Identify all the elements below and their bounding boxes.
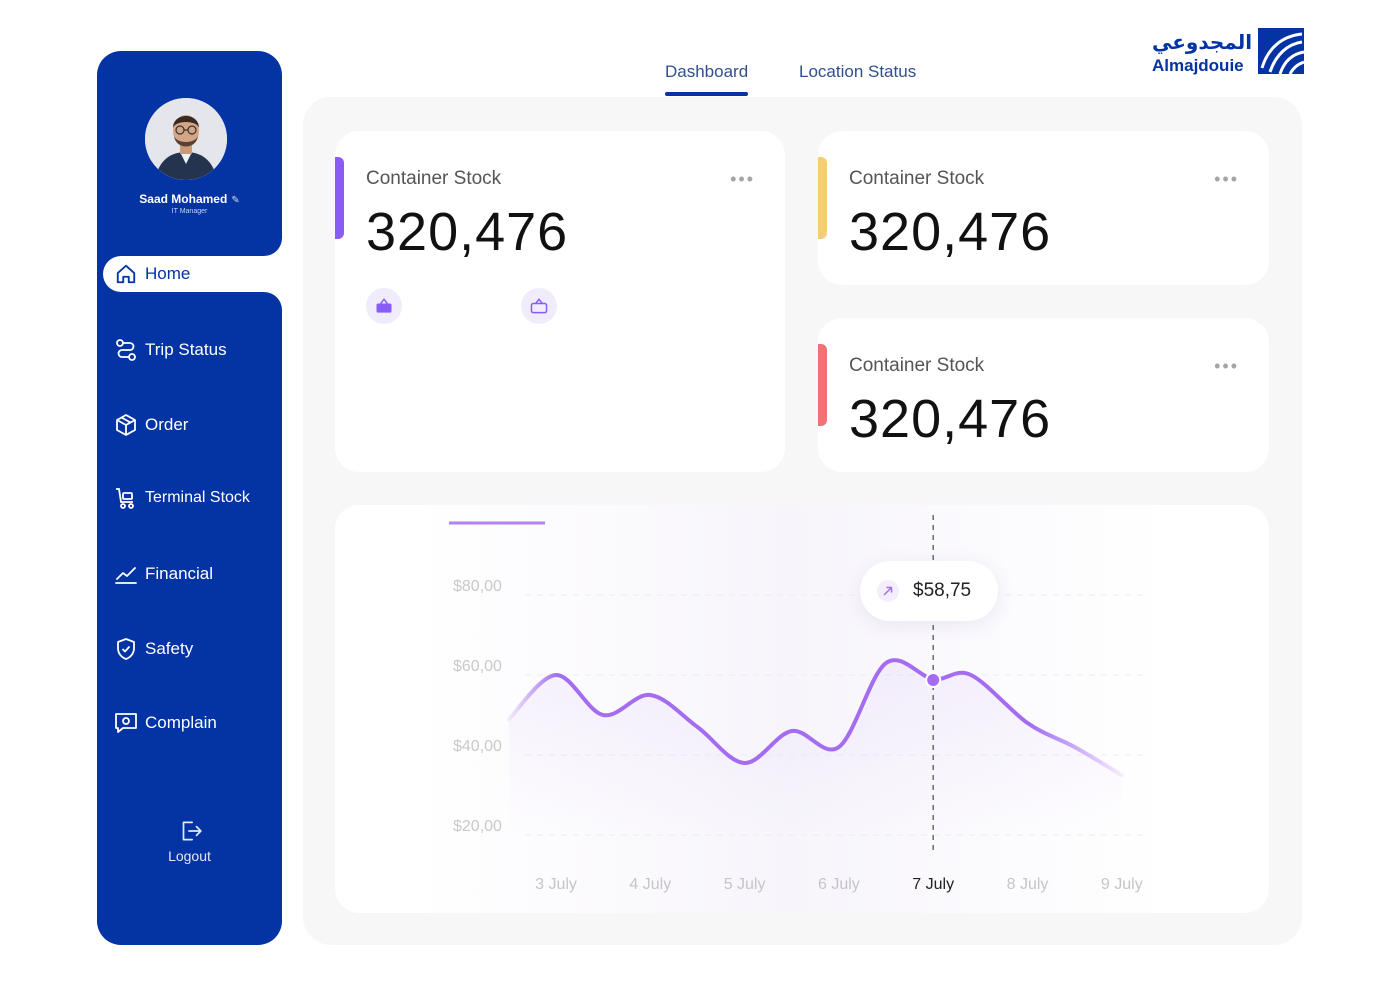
sidebar-item-label: Order — [145, 415, 189, 434]
card-accent-bar — [335, 157, 344, 239]
price-chart-card: $80,00 $60,00 $40,00 $20,00 3 July 4 July 5 J… — [335, 505, 1269, 913]
sidebar-item-label: Financial — [145, 564, 214, 583]
card-value: 320,476 — [849, 202, 1052, 262]
card-value: 320,476 — [366, 202, 569, 262]
card-title: Container Stock — [849, 168, 985, 189]
y-axis: $80,00 $60,00 $40,00 $20,00 — [453, 578, 502, 835]
chart-line-icon — [113, 561, 139, 587]
more-options-icon[interactable]: ••• — [730, 169, 755, 189]
more-options-icon[interactable]: ••• — [1214, 356, 1239, 376]
brand-logo: المجدوعي Almajdouie — [1150, 28, 1305, 76]
message-icon — [113, 710, 139, 736]
box-icon — [113, 412, 139, 438]
sidebar-item-complain[interactable]: Complain — [103, 705, 282, 741]
x-tick-label: 8 July — [1007, 876, 1049, 893]
logout-label: Logout — [168, 848, 211, 864]
x-tick-label: 5 July — [724, 876, 766, 893]
sidebar-item-label: Trip Status — [145, 340, 227, 359]
sidebar-item-safety[interactable]: Safety — [103, 631, 282, 667]
logo-mark-icon — [1258, 28, 1304, 74]
user-role: IT Manager — [171, 208, 208, 215]
sidebar-item-label: Home — [145, 264, 191, 283]
cart-icon — [113, 485, 139, 511]
x-tick-label: 4 July — [629, 876, 671, 893]
card-title: Container Stock — [849, 355, 985, 376]
x-tick-label: 6 July — [818, 876, 860, 893]
sidebar-item-financial[interactable]: Financial — [103, 556, 282, 592]
sidebar-item-home[interactable]: Home — [103, 256, 282, 292]
tooltip-value: $58,75 — [913, 580, 972, 601]
y-tick-label: $20,00 — [453, 818, 502, 835]
more-options-icon[interactable]: ••• — [1214, 169, 1239, 189]
tab-location-status[interactable]: Location Status — [799, 62, 917, 81]
logout-button[interactable]: Logout — [97, 818, 282, 864]
highlight-point[interactable] — [925, 672, 942, 688]
chart-series-line — [506, 658, 1124, 777]
x-tick-label: 9 July — [1101, 876, 1143, 893]
container-outline-icon[interactable] — [521, 288, 557, 324]
sidebar-item-label: Terminal Stock — [145, 489, 250, 506]
home-icon — [113, 261, 139, 287]
x-tick-label: 7 July — [912, 876, 954, 893]
avatar[interactable] — [145, 98, 227, 180]
sidebar: Saad Mohamed ✎ IT Manager Home Trip Statu… — [97, 51, 282, 945]
stat-card-container-stock: Container Stock 320,476 ••• — [818, 131, 1269, 285]
user-name: Saad Mohamed ✎ — [97, 192, 282, 206]
shield-check-icon — [113, 636, 139, 662]
sidebar-item-label: Safety — [145, 639, 194, 658]
y-tick-label: $80,00 — [453, 578, 502, 595]
sidebar-item-label: Complain — [145, 713, 217, 732]
chart-area — [508, 660, 1122, 835]
x-tick-label: 3 July — [535, 876, 577, 893]
logout-icon — [177, 818, 203, 844]
logo-arabic-text: المجدوعي — [1152, 32, 1253, 54]
x-axis: 3 July 4 July 5 July 6 July 7 July 8 July 9 Ju… — [535, 876, 1143, 893]
card-value: 320,476 — [849, 389, 1052, 449]
card-accent-bar — [818, 157, 827, 239]
card-title: Container Stock — [366, 168, 502, 189]
stat-card-container-stock: Container Stock 320,476 ••• — [335, 131, 785, 472]
y-tick-label: $40,00 — [453, 738, 502, 755]
chart-tooltip: $58,75 — [860, 561, 998, 621]
route-icon — [113, 337, 139, 363]
y-tick-label: $60,00 — [453, 658, 502, 675]
card-accent-bar — [818, 344, 827, 426]
trend-up-icon — [877, 580, 899, 602]
sidebar-item-terminal-stock[interactable]: Terminal Stock — [103, 480, 282, 516]
edit-icon[interactable]: ✎ — [231, 195, 240, 206]
container-filled-icon[interactable] — [366, 288, 402, 324]
logo-latin-text: Almajdouie — [1152, 56, 1244, 75]
user-name-text: Saad Mohamed — [139, 192, 228, 206]
sidebar-item-trip-status[interactable]: Trip Status — [103, 332, 282, 368]
line-chart: $80,00 $60,00 $40,00 $20,00 3 July 4 July 5 J… — [415, 505, 1165, 913]
tab-dashboard[interactable]: Dashboard — [665, 62, 749, 96]
stat-card-container-stock: Container Stock 320,476 ••• — [818, 318, 1269, 472]
sidebar-item-order[interactable]: Order — [103, 407, 282, 443]
